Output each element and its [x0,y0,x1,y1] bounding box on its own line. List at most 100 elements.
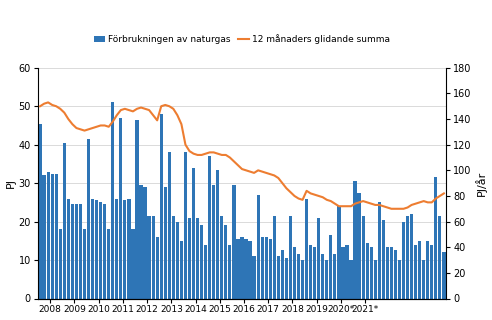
Bar [386,247,389,299]
Bar [99,202,102,299]
Bar [75,204,78,299]
Bar [252,256,256,299]
Bar [135,120,139,299]
Bar [47,172,50,299]
Bar [208,156,211,299]
Bar [305,198,308,299]
Bar [51,173,54,299]
Bar [111,102,114,299]
Bar [196,218,199,299]
Bar [123,200,126,299]
Bar [188,218,191,299]
Bar [434,177,437,299]
Bar [261,237,264,299]
Bar [277,256,280,299]
Bar [329,235,333,299]
Bar [236,239,240,299]
Y-axis label: PJ/år: PJ/år [475,171,487,196]
Bar [394,251,397,299]
Bar [378,202,381,299]
Bar [192,168,195,299]
Bar [313,247,316,299]
Bar [87,139,90,299]
Bar [289,216,292,299]
Bar [55,173,58,299]
Bar [232,185,236,299]
Bar [325,260,328,299]
Bar [67,198,70,299]
Bar [164,187,167,299]
Bar [38,124,42,299]
Bar [152,216,155,299]
Bar [176,221,179,299]
Bar [91,198,94,299]
Bar [297,254,300,299]
Bar [269,239,272,299]
Bar [139,185,143,299]
Bar [406,216,409,299]
Bar [285,258,288,299]
Bar [338,206,340,299]
Y-axis label: PJ: PJ [5,178,16,188]
Bar [256,195,260,299]
Bar [245,239,247,299]
Bar [103,204,106,299]
Bar [442,252,446,299]
Bar [382,220,385,299]
Bar [418,241,421,299]
Bar [119,118,123,299]
Bar [422,260,425,299]
Bar [438,216,441,299]
Bar [309,245,312,299]
Bar [349,260,353,299]
Bar [79,204,82,299]
Bar [369,247,373,299]
Bar [248,241,252,299]
Bar [402,221,405,299]
Bar [115,198,119,299]
Bar [224,226,227,299]
Bar [228,245,231,299]
Bar [353,181,357,299]
Bar [131,229,135,299]
Bar [293,247,296,299]
Bar [362,216,365,299]
Bar [144,187,147,299]
Bar [398,260,401,299]
Bar [410,214,413,299]
Legend: Förbrukningen av naturgas, 12 månaders glidande summa: Förbrukningen av naturgas, 12 månaders g… [90,31,394,48]
Bar [168,152,171,299]
Bar [95,200,98,299]
Bar [71,204,74,299]
Bar [341,247,344,299]
Bar [216,170,219,299]
Bar [358,193,361,299]
Bar [241,237,244,299]
Bar [107,229,110,299]
Bar [273,216,276,299]
Bar [204,245,207,299]
Bar [301,260,304,299]
Bar [159,114,163,299]
Bar [281,251,284,299]
Bar [42,175,46,299]
Bar [212,185,215,299]
Bar [200,226,203,299]
Bar [172,216,175,299]
Bar [127,198,130,299]
Bar [83,229,86,299]
Bar [373,260,377,299]
Bar [321,254,324,299]
Bar [390,247,393,299]
Bar [265,237,268,299]
Bar [220,216,223,299]
Bar [184,152,187,299]
Bar [430,245,433,299]
Bar [333,254,337,299]
Bar [155,237,159,299]
Bar [414,245,417,299]
Bar [62,143,66,299]
Bar [180,241,183,299]
Bar [317,218,320,299]
Bar [345,245,349,299]
